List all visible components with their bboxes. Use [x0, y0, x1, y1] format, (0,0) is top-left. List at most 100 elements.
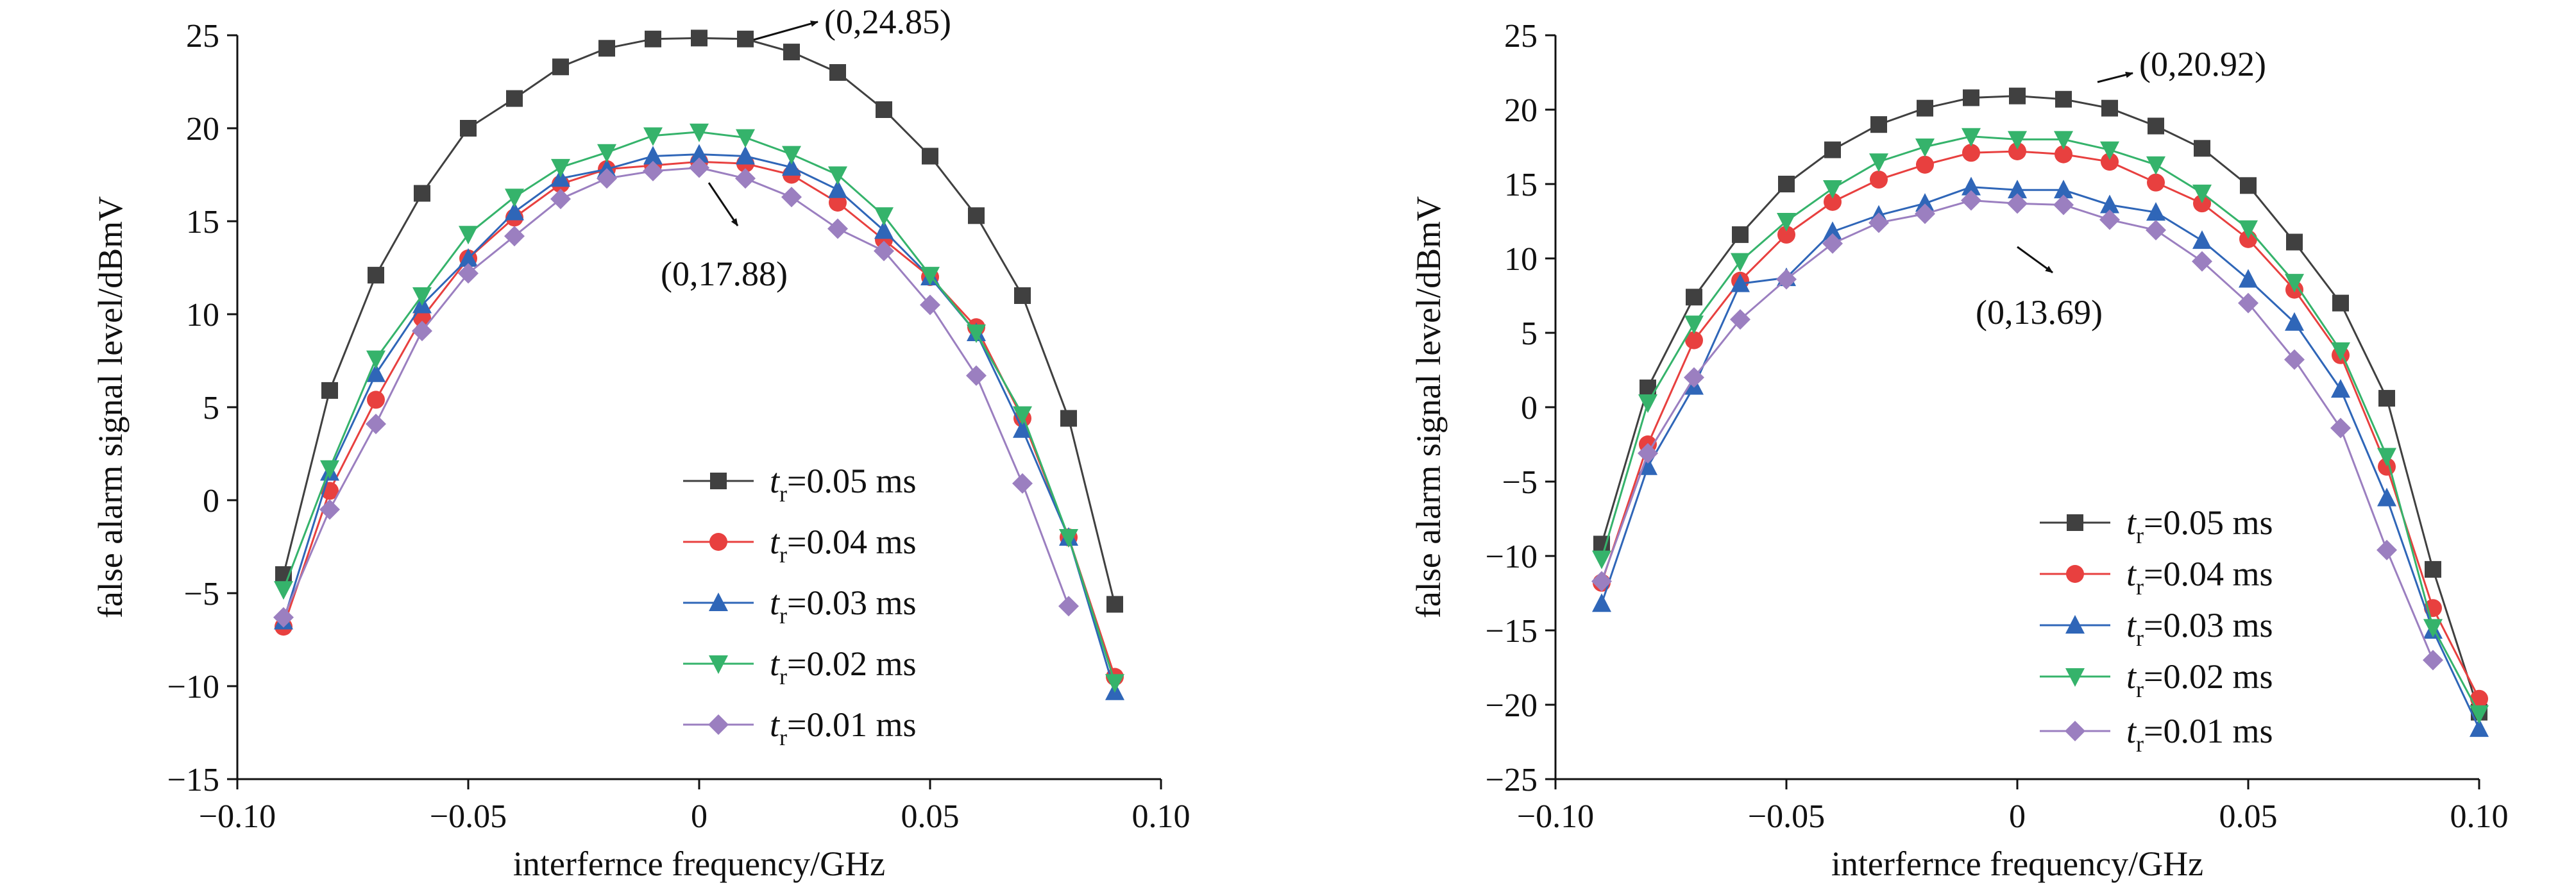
data-point — [920, 294, 940, 316]
data-point — [1822, 233, 1843, 254]
y-tick-label: 0 — [203, 483, 219, 519]
data-point — [2100, 141, 2119, 160]
data-point — [459, 248, 478, 267]
x-tick-label: 0.05 — [901, 798, 960, 835]
chart-right: −25 −20 −15 −10 −5 0 5 10 15 20 25 −0.10 −0.05 0 0.05 0… — [1409, 18, 2509, 883]
data-point — [2284, 349, 2305, 370]
data-point — [598, 40, 615, 57]
data-point — [2331, 342, 2350, 361]
data-point — [2470, 718, 2489, 737]
data-point — [1106, 596, 1123, 613]
data-point — [783, 44, 800, 61]
data-point — [319, 499, 340, 520]
data-point — [1777, 213, 1796, 231]
data-point — [2147, 173, 2165, 192]
data-point — [1870, 171, 1888, 189]
data-point — [2377, 487, 2396, 507]
series-triangle-down — [1592, 128, 2489, 724]
y-tick-label: 20 — [1504, 92, 1538, 129]
data-point — [1591, 571, 1612, 592]
series-diamond — [273, 157, 1079, 628]
legend-label: tr=0.01 ms — [770, 705, 917, 750]
data-point — [320, 460, 339, 479]
x-tick-label: 0 — [2009, 798, 2026, 835]
y-tick-label: 5 — [1521, 316, 1538, 352]
data-point — [2425, 560, 2441, 578]
y-tick-label: −10 — [167, 669, 219, 705]
data-point — [1684, 316, 1704, 335]
data-point — [1823, 180, 1842, 199]
data-point — [1961, 190, 1981, 211]
data-point — [1915, 203, 1935, 224]
data-point — [1778, 176, 1795, 192]
data-point — [1105, 674, 1124, 693]
data-point — [2146, 156, 2165, 175]
data-point — [828, 179, 847, 198]
data-point — [2148, 117, 2164, 135]
x-tick-label: −0.05 — [1748, 798, 1825, 835]
data-point — [2054, 131, 2073, 150]
data-point — [1962, 176, 1981, 196]
data-point — [2240, 177, 2257, 194]
legend-var: t — [770, 523, 781, 561]
annotation-label: (0,20.92) — [2139, 45, 2266, 83]
chart-left: −15 −10 −5 0 5 10 15 20 25 −0.10 −0.05 0 0.05 0.10 int… — [91, 3, 1191, 883]
data-point — [2192, 230, 2212, 249]
data-point — [920, 267, 940, 286]
data-point — [2470, 689, 2488, 708]
data-point — [2239, 269, 2258, 288]
data-point — [689, 157, 709, 178]
data-point — [1962, 144, 1980, 162]
data-point — [2054, 180, 2073, 199]
annotation-arrow — [753, 21, 818, 41]
data-point — [2423, 619, 2443, 638]
data-point — [829, 64, 846, 81]
legend-marker — [2067, 514, 2083, 531]
data-point — [1638, 394, 1657, 414]
data-point — [2009, 87, 2026, 105]
series-triangle-down — [274, 123, 1124, 693]
legend-marker — [2065, 615, 2085, 634]
legend-entry: tr=0.01 ms — [683, 705, 917, 750]
data-point — [1592, 550, 1611, 569]
series-line — [282, 166, 1070, 618]
legend-label: tr=0.05 ms — [2126, 503, 2273, 548]
data-point — [2377, 448, 2396, 467]
data-point — [1732, 226, 1749, 243]
series-square — [1593, 87, 2487, 721]
data-point — [274, 581, 293, 600]
legend-label: tr=0.04 ms — [770, 523, 917, 568]
legend-rest: =0.02 ms — [2144, 657, 2273, 696]
legend-entry: tr=0.02 ms — [2040, 657, 2273, 702]
legend-entry: tr=0.01 ms — [2040, 712, 2273, 757]
data-point — [2332, 294, 2349, 312]
legend-sub: r — [779, 664, 787, 689]
legend-label: tr=0.03 ms — [2126, 606, 2273, 651]
data-point — [2055, 145, 2072, 164]
data-point — [1685, 331, 1703, 349]
series-line — [1600, 199, 2434, 661]
annotation-arrow — [2017, 246, 2053, 274]
legend-marker — [2065, 721, 2085, 741]
data-point — [460, 120, 477, 137]
x-tick-label: −0.05 — [430, 798, 507, 835]
y-tick-label: 0 — [1521, 390, 1538, 426]
legend-entry: tr=0.05 ms — [2040, 503, 2273, 548]
x-axis-label: interfernce frequency/GHz — [1831, 845, 2203, 883]
data-point — [1776, 269, 1797, 290]
legend-marker — [2066, 565, 2084, 583]
data-point — [643, 146, 663, 165]
data-point — [1824, 192, 1842, 211]
data-point — [876, 101, 892, 118]
y-axis-label: false alarm signal level/dBmV — [1409, 196, 1448, 618]
data-point — [1012, 473, 1033, 494]
data-point — [413, 308, 431, 327]
data-point — [1592, 593, 1611, 612]
data-point — [643, 127, 663, 146]
y-tick-label: −15 — [167, 762, 219, 798]
data-point — [2378, 390, 2395, 407]
data-point — [2193, 194, 2211, 213]
annotation-label: (0,17.88) — [661, 255, 788, 293]
legend-var: t — [770, 705, 781, 744]
